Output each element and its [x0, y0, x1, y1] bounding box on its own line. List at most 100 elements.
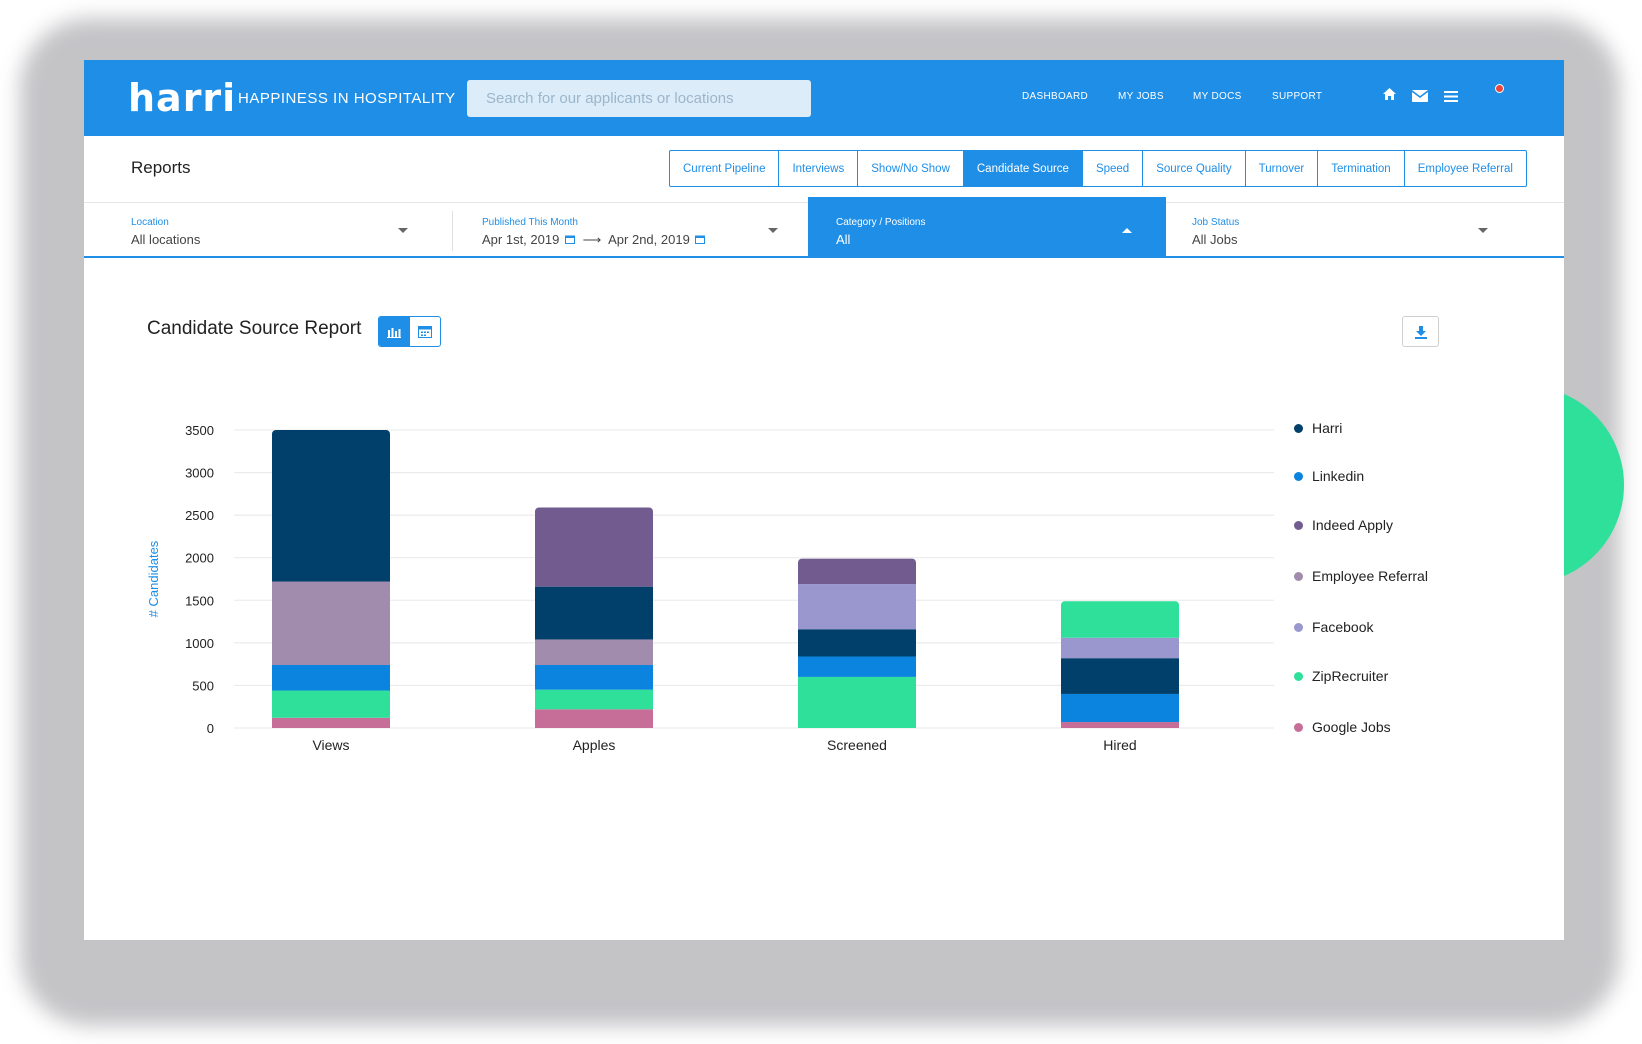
bar-segment-ziprecruiter[interactable]: [798, 676, 916, 728]
y-tick-label: 500: [192, 678, 214, 693]
tab-speed[interactable]: Speed: [1083, 151, 1144, 186]
nav-my-jobs[interactable]: MY JOBS: [1118, 91, 1164, 102]
bar-segment-employee-referral[interactable]: [272, 581, 390, 665]
bar-segment-ziprecruiter[interactable]: [535, 689, 653, 710]
legend-item[interactable]: Indeed Apply: [1294, 517, 1393, 533]
tab-current-pipeline[interactable]: Current Pipeline: [670, 151, 780, 186]
download-button[interactable]: [1402, 316, 1439, 347]
tab-termination[interactable]: Termination: [1318, 151, 1405, 186]
legend-label: Indeed Apply: [1312, 517, 1393, 533]
bar-segment-harri[interactable]: [1061, 658, 1179, 694]
tab-employee-referral[interactable]: Employee Referral: [1417, 162, 1513, 175]
date-to[interactable]: Apr 2nd, 2019: [608, 232, 690, 247]
y-tick-label: 3000: [185, 466, 214, 481]
legend-label: Linkedin: [1312, 468, 1365, 484]
report-title: Candidate Source Report: [147, 318, 362, 339]
bar-segment-ziprecruiter[interactable]: [272, 690, 390, 718]
bar-segment-google-jobs[interactable]: [272, 717, 390, 728]
y-tick-label: 1500: [185, 593, 214, 608]
nav-my-docs[interactable]: MY DOCS: [1193, 91, 1242, 102]
bar-segment-linkedin[interactable]: [272, 664, 390, 691]
legend-item[interactable]: Google Jobs: [1294, 719, 1391, 735]
job-status-filter[interactable]: Job Status All Jobs: [1192, 203, 1492, 257]
harri-logo[interactable]: harri: [128, 76, 237, 120]
nav-support[interactable]: SUPPORT: [1272, 91, 1323, 102]
bar-chart-icon[interactable]: [379, 317, 410, 346]
candidate-source-chart: 0 500 1000 1500 2000 2500 3000 3500 # Candidates…: [146, 423, 1274, 753]
tab-candidate-source[interactable]: Candidate Source: [963, 151, 1083, 186]
calendar-view-icon[interactable]: [410, 317, 441, 346]
legend-dot-icon: [1294, 471, 1303, 481]
menu-icon[interactable]: [1444, 89, 1458, 107]
search-input[interactable]: [467, 80, 811, 117]
y-tick-label: 2000: [185, 551, 214, 566]
legend-label: Facebook: [1312, 619, 1374, 635]
tab-source-quality[interactable]: Source Quality: [1143, 151, 1246, 186]
legend-dot-icon: [1294, 722, 1303, 732]
location-filter[interactable]: Location All locations: [131, 203, 421, 257]
legend-label: Google Jobs: [1312, 719, 1391, 735]
divider: [452, 211, 453, 251]
job-status-filter-value: All Jobs: [1192, 232, 1238, 247]
legend-item[interactable]: Linkedin: [1294, 468, 1364, 484]
legend-item[interactable]: Employee Referral: [1294, 568, 1428, 584]
chevron-down-icon: [768, 228, 778, 233]
app-window: harri HAPPINESS IN HOSPITALITY DASHBOARD…: [84, 60, 1564, 940]
tab-turnover[interactable]: Turnover: [1246, 151, 1319, 186]
category-filter-value: All: [836, 232, 851, 247]
reports-title: Reports: [131, 158, 191, 177]
tab-show-no-show[interactable]: Show/No Show: [858, 151, 964, 186]
y-tick-label: 3500: [185, 423, 214, 438]
chevron-down-icon: [398, 228, 408, 233]
notification-badge: [1495, 84, 1504, 93]
bar-segment-linkedin[interactable]: [798, 656, 916, 677]
tagline: HAPPINESS IN HOSPITALITY: [238, 90, 456, 107]
legend-label: ZipRecruiter: [1312, 668, 1389, 684]
bar-segment-facebook[interactable]: [798, 584, 916, 630]
download-icon: [1414, 325, 1427, 339]
x-tick-label: Hired: [1103, 737, 1136, 753]
nav-dashboard[interactable]: DASHBOARD: [1022, 91, 1089, 102]
bar-segment-indeed-apply[interactable]: [535, 507, 653, 587]
calendar-icon: [564, 235, 575, 244]
legend-dot-icon: [1294, 423, 1303, 433]
report-tabs: Current Pipeline Interviews Show/No Show…: [669, 150, 1527, 187]
bar-segment-linkedin[interactable]: [1061, 693, 1179, 723]
category-filter[interactable]: Category / Positions All: [808, 197, 1166, 257]
date-filter-label: Published This Month: [482, 217, 578, 228]
location-filter-value: All locations: [131, 232, 201, 247]
calendar-icon: [695, 235, 706, 244]
bar-segment-harri[interactable]: [798, 629, 916, 657]
date-from[interactable]: Apr 1st, 2019: [482, 232, 560, 247]
category-filter-label: Category / Positions: [836, 217, 926, 228]
bar-segment-google-jobs[interactable]: [535, 709, 653, 728]
y-tick-label: 2500: [185, 508, 214, 523]
tab-interviews[interactable]: Interviews: [779, 151, 859, 186]
location-filter-label: Location: [131, 217, 169, 228]
date-range-filter[interactable]: Published This Month Apr 1st, 2019 ⟶ Apr…: [482, 203, 782, 257]
bar-stack-views: [272, 430, 390, 728]
bar-segment-ziprecruiter[interactable]: [1061, 601, 1179, 638]
x-tick-label: Apples: [573, 737, 616, 753]
bar-stack-apples: [535, 507, 653, 728]
bar-segment-harri[interactable]: [272, 430, 390, 582]
job-status-filter-label: Job Status: [1192, 217, 1240, 228]
x-tick-label: Views: [312, 737, 349, 753]
y-tick-label: 0: [207, 721, 214, 736]
mail-icon[interactable]: [1411, 89, 1429, 107]
legend-item[interactable]: Harri: [1294, 420, 1342, 436]
bar-segment-harri[interactable]: [535, 586, 653, 640]
bar-segment-employee-referral[interactable]: [535, 639, 653, 665]
bar-segment-facebook[interactable]: [1061, 637, 1179, 659]
legend-label: Harri: [1312, 420, 1343, 436]
bar-segment-indeed-apply[interactable]: [798, 558, 916, 585]
home-icon[interactable]: [1382, 87, 1397, 106]
chevron-down-icon: [1478, 228, 1488, 233]
bar-segment-google-jobs[interactable]: [1061, 722, 1179, 728]
legend-label: Employee Referral: [1312, 568, 1428, 584]
bar-stack-screened: [798, 558, 916, 728]
bar-segment-linkedin[interactable]: [535, 664, 653, 690]
legend-item[interactable]: ZipRecruiter: [1294, 668, 1388, 684]
legend-item[interactable]: Facebook: [1294, 619, 1373, 635]
top-navigation-bar: harri HAPPINESS IN HOSPITALITY DASHBOARD…: [84, 60, 1564, 136]
